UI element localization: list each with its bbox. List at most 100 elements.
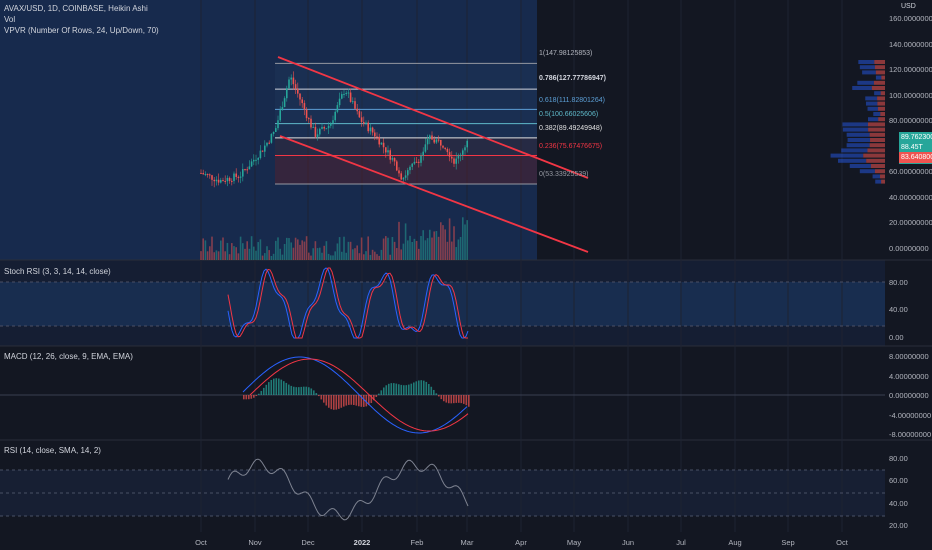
candle-body bbox=[422, 151, 424, 156]
candle-body bbox=[246, 169, 248, 171]
candle-body bbox=[270, 133, 273, 143]
macd-histogram-bar bbox=[265, 384, 268, 395]
macd-histogram-bar bbox=[333, 395, 335, 410]
candle-body bbox=[257, 158, 259, 160]
candle-body bbox=[398, 170, 400, 174]
symbol-title: AVAX/USD, 1D, COINBASE, Heikin Ashi bbox=[4, 4, 148, 13]
volume-bar bbox=[268, 250, 270, 260]
candle-body bbox=[231, 180, 233, 182]
macd-histogram-bar bbox=[458, 395, 460, 403]
volume-bar bbox=[270, 255, 273, 260]
macd-histogram-bar bbox=[243, 395, 245, 400]
volume-bar bbox=[321, 252, 323, 260]
macd-histogram-bar bbox=[315, 393, 318, 395]
macd-histogram-bar bbox=[340, 395, 343, 408]
volume-bar bbox=[217, 251, 220, 260]
volume-bar bbox=[299, 244, 301, 260]
volume-bar bbox=[367, 236, 369, 260]
candle-body bbox=[363, 121, 365, 124]
candle-body bbox=[272, 131, 275, 134]
macd-histogram-bar bbox=[400, 384, 403, 395]
volume-bar bbox=[407, 240, 409, 260]
candle-body bbox=[233, 173, 235, 182]
candle-body bbox=[314, 126, 317, 137]
macd-histogram-bar bbox=[450, 395, 453, 404]
volume-bar bbox=[422, 230, 424, 260]
volume-bar bbox=[228, 254, 231, 260]
macd-histogram-bar bbox=[313, 390, 315, 395]
vpvr-bar bbox=[865, 101, 878, 106]
vpvr-bar bbox=[857, 80, 874, 85]
time-axis-label: Mar bbox=[460, 538, 474, 547]
candle-body bbox=[224, 180, 226, 182]
volume-bar bbox=[323, 245, 325, 260]
macd-histogram-bar bbox=[358, 395, 360, 407]
volume-bar bbox=[319, 247, 321, 260]
volume-bar bbox=[453, 226, 455, 260]
macd-histogram-bar bbox=[445, 395, 448, 403]
macd-histogram-bar bbox=[325, 395, 328, 406]
candle-body bbox=[356, 108, 358, 112]
volume-bar bbox=[237, 253, 240, 260]
macd-axis-label: 4.00000000 bbox=[889, 372, 929, 381]
volume-bar bbox=[325, 241, 328, 260]
candle-body bbox=[248, 166, 251, 170]
candle-body bbox=[268, 142, 270, 144]
candle-body bbox=[440, 139, 442, 146]
macd-histogram-bar bbox=[385, 385, 388, 395]
vpvr-bar bbox=[877, 101, 885, 106]
volume-bar bbox=[455, 247, 457, 260]
fib-label: 0.236(75.67476675) bbox=[539, 143, 603, 150]
macd-histogram-bar bbox=[393, 383, 395, 395]
volume-bar bbox=[418, 248, 420, 260]
candle-body bbox=[459, 154, 462, 156]
volume-bar bbox=[404, 223, 407, 260]
rsi-line bbox=[227, 458, 469, 521]
candle-body bbox=[220, 180, 222, 183]
macd-histogram-bar bbox=[268, 382, 270, 395]
macd-histogram-bar bbox=[405, 385, 408, 395]
channel-line-lower bbox=[279, 135, 589, 253]
volume-bar bbox=[356, 245, 358, 260]
macd-axis-label: 0.00000000 bbox=[889, 391, 929, 400]
macd-histogram-bar bbox=[423, 380, 425, 395]
volume-bar bbox=[466, 220, 468, 260]
candle-body bbox=[292, 77, 295, 85]
candle-body bbox=[226, 177, 229, 182]
candle-body bbox=[352, 101, 354, 103]
candle-body bbox=[321, 126, 323, 129]
volume-bar bbox=[345, 252, 347, 260]
macd-histogram-bar bbox=[328, 395, 330, 408]
candle-body bbox=[371, 127, 374, 133]
volume-bar bbox=[446, 241, 449, 260]
volume-bar bbox=[312, 248, 314, 260]
volume-legend: Vol bbox=[4, 15, 16, 24]
volume-bar bbox=[451, 241, 453, 260]
macd-histogram-bar bbox=[300, 386, 303, 395]
candle-body bbox=[349, 92, 352, 102]
macd-histogram-bar bbox=[343, 395, 345, 407]
candle-body bbox=[391, 158, 394, 160]
fib-label: 0.786(127.77786947) bbox=[539, 75, 606, 82]
volume-bar bbox=[380, 249, 383, 260]
vpvr-bar bbox=[872, 174, 881, 179]
candle-body bbox=[418, 161, 420, 163]
time-axis-label: Sep bbox=[781, 538, 795, 547]
volume-bar bbox=[211, 236, 213, 260]
candle-body bbox=[312, 126, 314, 128]
candle-body bbox=[250, 161, 253, 167]
candle-body bbox=[327, 125, 330, 129]
time-axis-label: Oct bbox=[836, 538, 848, 547]
macd-histogram-bar bbox=[298, 387, 300, 395]
volume-bar bbox=[341, 251, 343, 260]
vpvr-bar bbox=[874, 169, 885, 174]
candle-body bbox=[426, 139, 429, 145]
vpvr-bar bbox=[880, 91, 885, 96]
volume-bar bbox=[354, 248, 356, 260]
candle-body bbox=[380, 142, 383, 145]
candle-body bbox=[275, 128, 277, 132]
vpvr-bar bbox=[880, 112, 885, 116]
volume-bar bbox=[343, 236, 345, 260]
volume-bar bbox=[316, 248, 319, 260]
